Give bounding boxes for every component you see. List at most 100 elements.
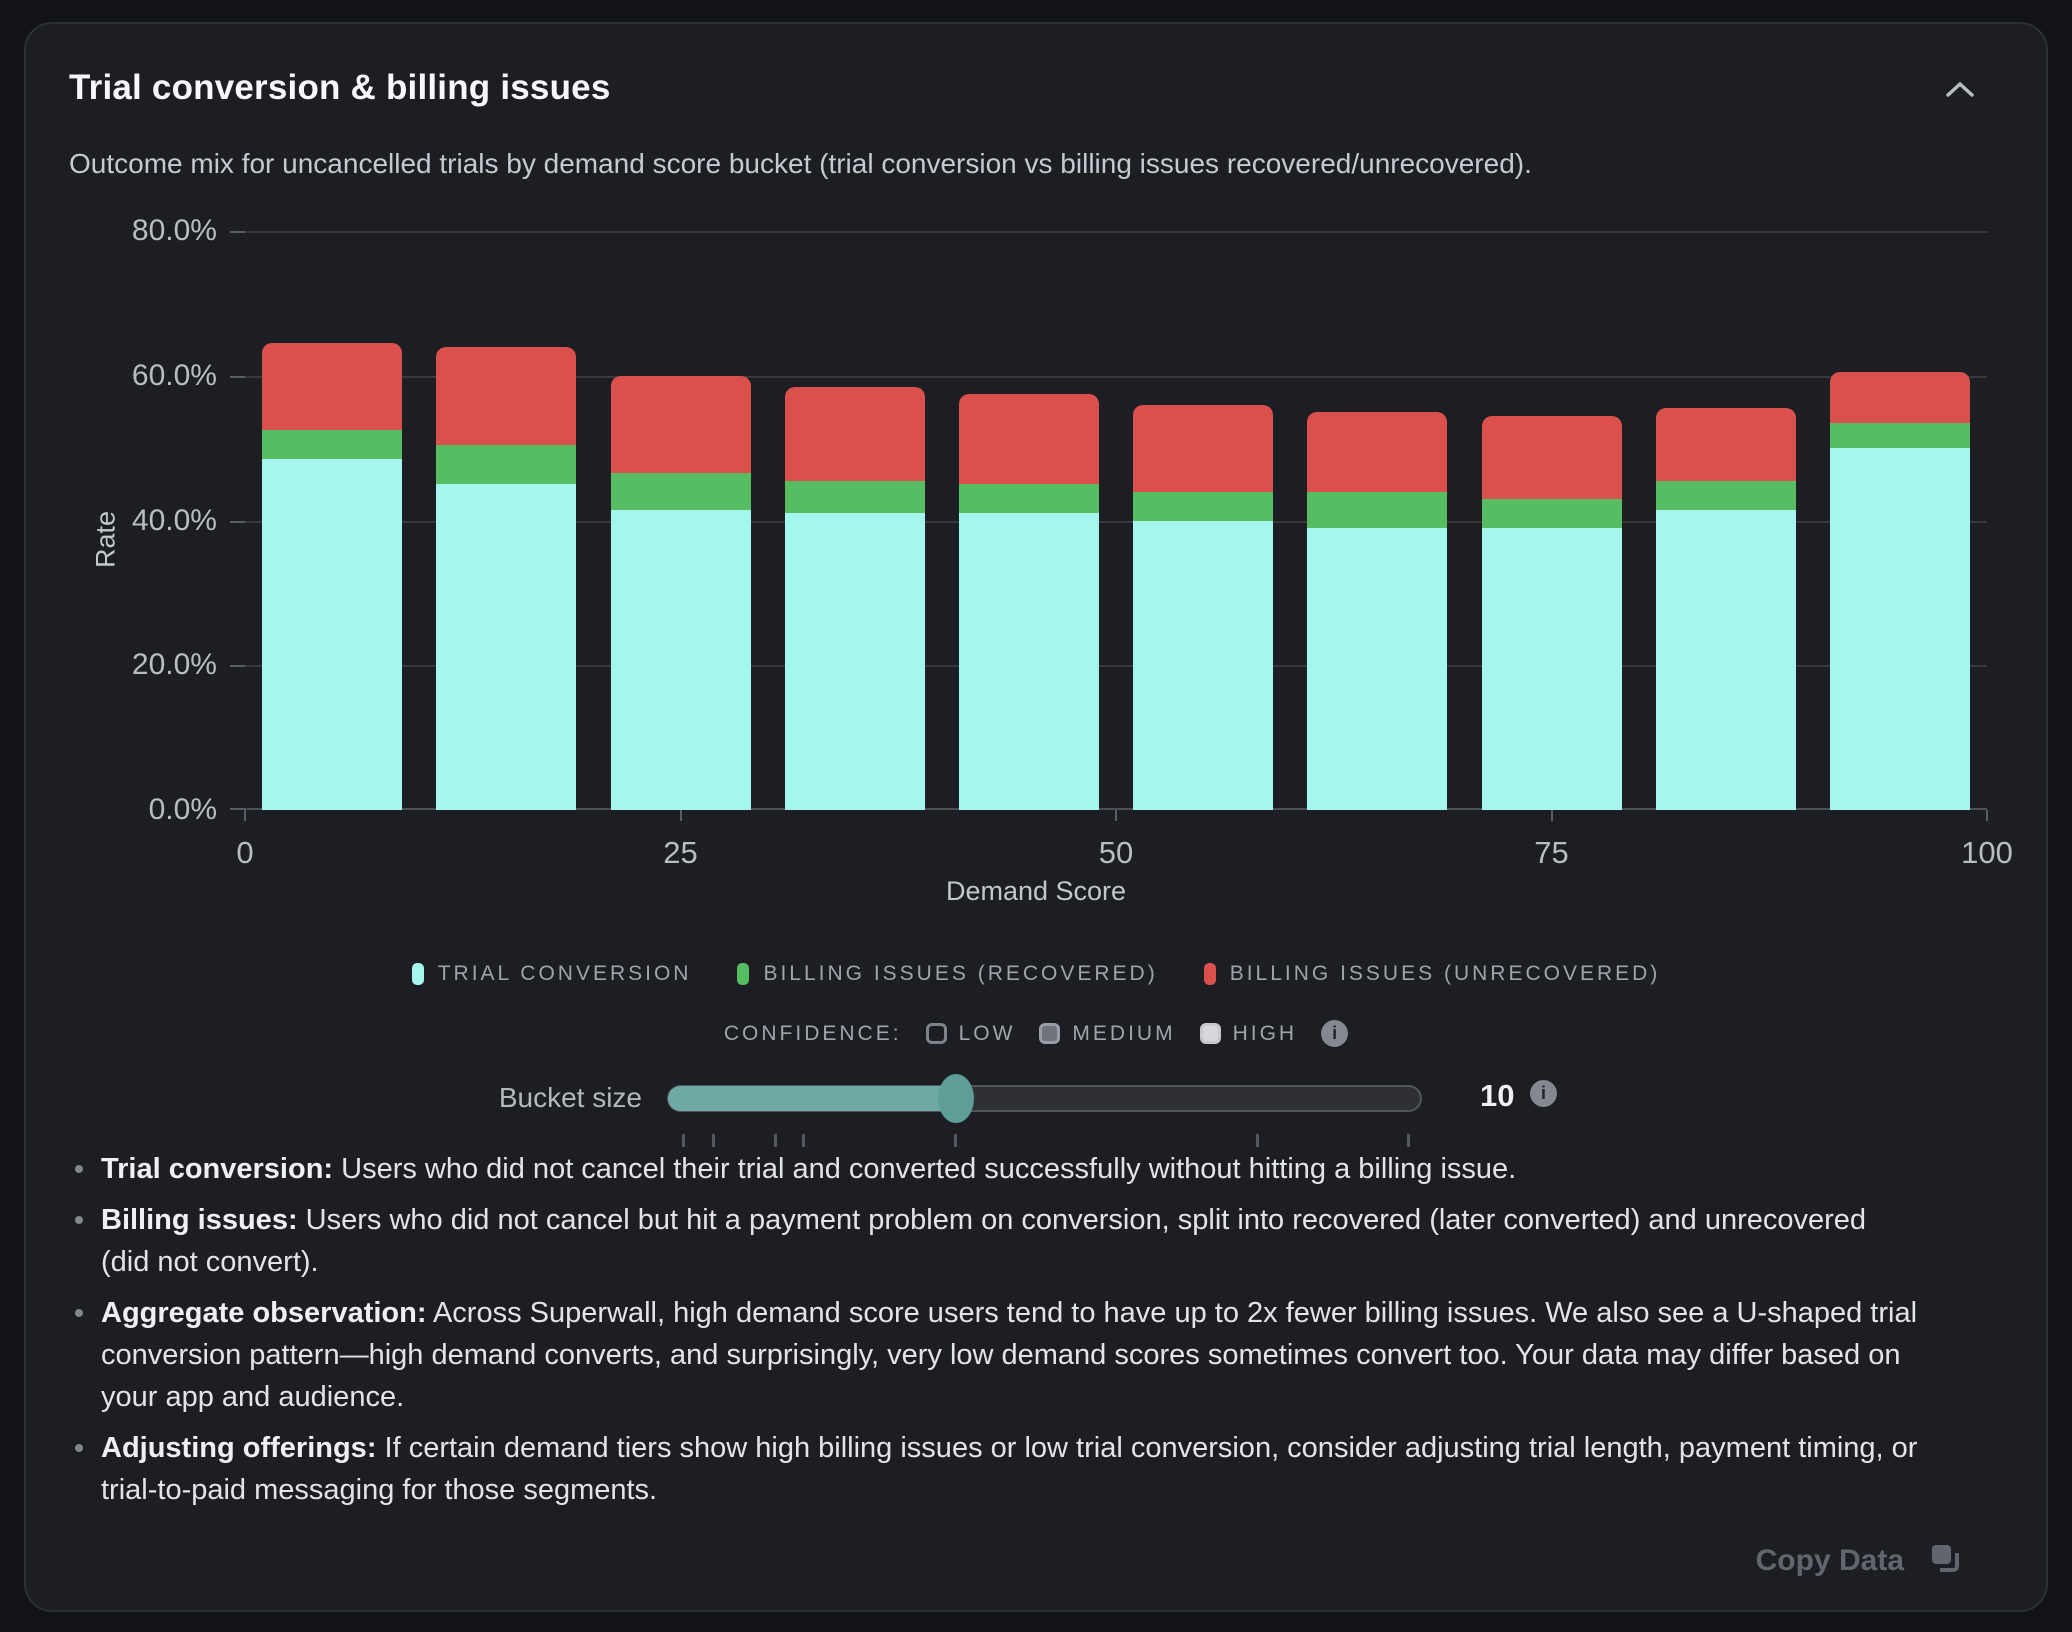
list-item: Billing issues: Users who did not cancel… xyxy=(69,1199,1919,1283)
segment-billing-issues-unrecovered- xyxy=(1307,411,1448,492)
legend-item-billing-unrecovered[interactable]: BILLING ISSUES (UNRECOVERED) xyxy=(1203,962,1661,986)
bucket-size-info-icon[interactable]: i xyxy=(1530,1080,1557,1107)
x-tick-mark xyxy=(1115,810,1117,821)
slider-thumb[interactable] xyxy=(937,1074,974,1123)
y-tick-20: 20.0% xyxy=(131,648,217,681)
x-axis-line xyxy=(245,808,1987,810)
bar-bucket-0-10[interactable] xyxy=(262,231,403,810)
segment-billing-issues-unrecovered- xyxy=(262,343,403,431)
list-item: Trial conversion: Users who did not canc… xyxy=(69,1148,1919,1190)
checkbox-medium xyxy=(1039,1023,1061,1044)
bullet-dot xyxy=(75,1165,83,1173)
bucket-size-label: Bucket size xyxy=(498,1082,642,1113)
segment-billing-issues-unrecovered- xyxy=(784,386,925,481)
note-lead: Adjusting offerings: xyxy=(101,1432,377,1465)
x-tick-mark xyxy=(1550,810,1553,821)
y-tick-mark xyxy=(230,231,245,233)
segment-trial-conversion xyxy=(262,458,403,810)
segment-trial-conversion xyxy=(610,509,751,810)
confidence-option-high[interactable]: HIGH xyxy=(1199,1022,1298,1046)
slider-tick-mark xyxy=(953,1134,957,1147)
confidence-option-label: MEDIUM xyxy=(1072,1021,1176,1045)
x-tick-mark xyxy=(244,810,246,821)
bar-bucket-20-30[interactable] xyxy=(610,231,751,810)
segment-billing-issues-recovered- xyxy=(1481,498,1622,528)
bullet-dot xyxy=(75,1216,83,1225)
bucket-size-control: Bucket size 10 i xyxy=(26,1070,2046,1160)
x-axis-title: Demand Score xyxy=(945,876,1127,906)
bucket-size-slider[interactable] xyxy=(667,1074,1422,1123)
legend-swatch-trial-conversion xyxy=(411,963,424,985)
y-tick-mark xyxy=(230,665,245,668)
segment-trial-conversion xyxy=(1481,527,1622,810)
confidence-option-low[interactable]: LOW xyxy=(925,1021,1016,1046)
legend-item-billing-recovered[interactable]: BILLING ISSUES (RECOVERED) xyxy=(737,962,1157,986)
segment-billing-issues-recovered- xyxy=(436,444,577,485)
segment-billing-issues-unrecovered- xyxy=(1133,404,1274,492)
confidence-option-label: LOW xyxy=(958,1021,1016,1045)
gridline-60 xyxy=(245,375,1987,378)
x-tick-25: 25 xyxy=(663,835,698,870)
x-tick-100: 100 xyxy=(1961,835,2013,870)
segment-billing-issues-recovered- xyxy=(610,473,751,510)
checkbox-high xyxy=(1199,1023,1221,1044)
chevron-up-icon xyxy=(1946,82,1974,97)
slider-tick-mark xyxy=(712,1134,716,1147)
segment-trial-conversion xyxy=(1829,448,1970,810)
x-tick-75: 75 xyxy=(1534,835,1569,870)
y-tick-0: 0.0% xyxy=(148,793,217,826)
note-body: Users who did not cancel their trial and… xyxy=(333,1153,1517,1185)
slider-tick-mark xyxy=(774,1134,778,1147)
segment-trial-conversion xyxy=(958,513,1099,810)
y-tick-60: 60.0% xyxy=(131,359,217,392)
checkbox-low xyxy=(925,1023,947,1044)
x-tick-50: 50 xyxy=(1098,835,1134,870)
segment-billing-issues-recovered- xyxy=(1655,480,1796,510)
slider-tick-mark xyxy=(1255,1134,1259,1147)
segment-billing-issues-unrecovered- xyxy=(610,375,751,474)
bar-bucket-90-100[interactable] xyxy=(1829,231,1970,810)
legend-label: BILLING ISSUES (RECOVERED) xyxy=(763,962,1158,985)
x-tick-mark xyxy=(1986,810,1988,821)
confidence-info-icon[interactable]: i xyxy=(1321,1020,1349,1047)
gridline-20 xyxy=(245,665,1987,668)
segment-billing-issues-unrecovered- xyxy=(1481,415,1622,499)
legend-swatch-billing-unrecovered xyxy=(1203,963,1216,985)
x-tick-mark xyxy=(679,810,682,821)
segment-billing-issues-recovered- xyxy=(1829,422,1970,449)
confidence-label: CONFIDENCE: xyxy=(723,1021,902,1045)
y-tick-mark xyxy=(230,375,245,378)
copy-data-button[interactable]: Copy Data xyxy=(1756,1544,1964,1578)
bar-bucket-70-80[interactable] xyxy=(1481,231,1622,810)
bucket-size-value: 10 xyxy=(1480,1078,1515,1113)
legend-item-trial-conversion[interactable]: TRIAL CONVERSION xyxy=(411,962,692,986)
segment-trial-conversion xyxy=(784,513,925,810)
bar-bucket-40-50[interactable] xyxy=(958,231,1099,810)
bar-bucket-50-60[interactable] xyxy=(1133,231,1274,810)
gridline-40 xyxy=(245,520,1987,523)
collapse-button[interactable] xyxy=(1936,70,1984,110)
chart-description: Outcome mix for uncancelled trials by de… xyxy=(69,148,1532,179)
bar-bucket-30-40[interactable] xyxy=(784,231,925,810)
bar-bucket-60-70[interactable] xyxy=(1307,231,1448,810)
legend-label: BILLING ISSUES (UNRECOVERED) xyxy=(1229,962,1661,985)
segment-trial-conversion xyxy=(1133,520,1274,810)
y-axis-title: Rate xyxy=(90,510,121,569)
legend: TRIAL CONVERSION BILLING ISSUES (RECOVER… xyxy=(26,962,2046,986)
list-item: Aggregate observation: Across Superwall,… xyxy=(69,1292,1919,1418)
confidence-option-medium[interactable]: MEDIUM xyxy=(1039,1022,1175,1046)
bar-bucket-10-20[interactable] xyxy=(436,231,577,810)
segment-billing-issues-unrecovered- xyxy=(958,393,1099,485)
bar-bucket-80-90[interactable] xyxy=(1655,231,1796,810)
segment-trial-conversion xyxy=(1655,509,1796,810)
segment-trial-conversion xyxy=(1307,527,1448,810)
segment-billing-issues-recovered- xyxy=(262,430,403,459)
plot-area: 0 25 50 75 100 xyxy=(230,231,2013,870)
segment-billing-issues-recovered- xyxy=(1307,491,1448,528)
segment-trial-conversion xyxy=(436,484,577,810)
x-tick-0: 0 xyxy=(236,835,254,870)
bullet-dot xyxy=(75,1309,83,1318)
legend-label: TRIAL CONVERSION xyxy=(437,962,692,985)
page-title: Trial conversion & billing issues xyxy=(69,68,611,107)
segment-billing-issues-unrecovered- xyxy=(436,346,577,445)
